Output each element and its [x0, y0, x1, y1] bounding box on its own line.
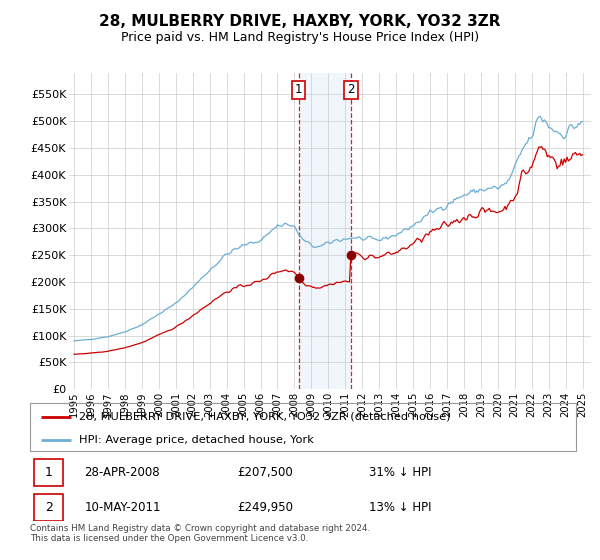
Text: 2: 2 [44, 501, 53, 515]
Text: 28, MULBERRY DRIVE, HAXBY, YORK, YO32 3ZR (detached house): 28, MULBERRY DRIVE, HAXBY, YORK, YO32 3Z… [79, 412, 451, 422]
Text: 10-MAY-2011: 10-MAY-2011 [85, 501, 161, 515]
Text: 31% ↓ HPI: 31% ↓ HPI [368, 466, 431, 479]
Text: 28-APR-2008: 28-APR-2008 [85, 466, 160, 479]
Bar [34, 459, 63, 486]
Text: 1: 1 [295, 83, 302, 96]
Text: Price paid vs. HM Land Registry's House Price Index (HPI): Price paid vs. HM Land Registry's House … [121, 31, 479, 44]
Text: £207,500: £207,500 [238, 466, 293, 479]
Bar [299, 73, 351, 389]
Text: 28, MULBERRY DRIVE, HAXBY, YORK, YO32 3ZR: 28, MULBERRY DRIVE, HAXBY, YORK, YO32 3Z… [99, 14, 501, 29]
Text: 1: 1 [44, 466, 53, 479]
Text: £249,950: £249,950 [238, 501, 293, 515]
Text: Contains HM Land Registry data © Crown copyright and database right 2024.
This d: Contains HM Land Registry data © Crown c… [30, 524, 370, 543]
Text: 13% ↓ HPI: 13% ↓ HPI [368, 501, 431, 515]
Text: 2: 2 [347, 83, 355, 96]
Text: HPI: Average price, detached house, York: HPI: Average price, detached house, York [79, 435, 314, 445]
Bar [34, 494, 63, 521]
